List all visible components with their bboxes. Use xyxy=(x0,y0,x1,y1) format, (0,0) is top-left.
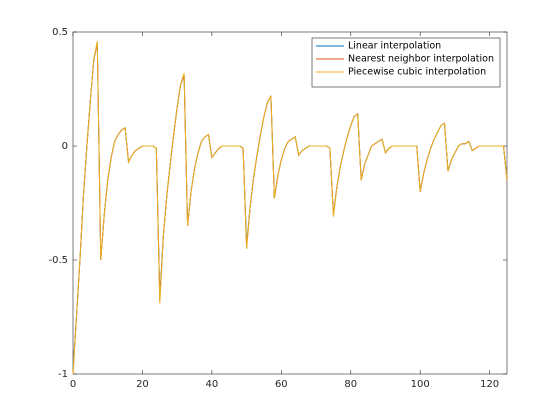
legend-label: Linear interpolation xyxy=(348,41,441,52)
y-tick-label: -0.5 xyxy=(48,255,68,266)
data-line xyxy=(72,41,508,375)
legend: Linear interpolation Nearest neighbor int… xyxy=(311,37,501,88)
y-tick-label: 0 xyxy=(62,141,68,152)
axes-box xyxy=(72,31,508,375)
x-tick-label: 20 xyxy=(136,379,149,390)
x-tick-label: 120 xyxy=(480,379,499,390)
x-tick-label: 100 xyxy=(411,379,430,390)
x-tick-label: 60 xyxy=(275,379,288,390)
x-tick-label: 80 xyxy=(344,379,357,390)
y-tick-label: -1 xyxy=(58,369,68,380)
x-tick-label: 40 xyxy=(206,379,219,390)
legend-label: Piecewise cubic interpolation xyxy=(348,67,486,78)
legend-label: Nearest neighbor interpolation xyxy=(348,54,494,65)
y-tick-label: 0.5 xyxy=(52,27,68,38)
x-tick-label: 0 xyxy=(70,379,76,390)
